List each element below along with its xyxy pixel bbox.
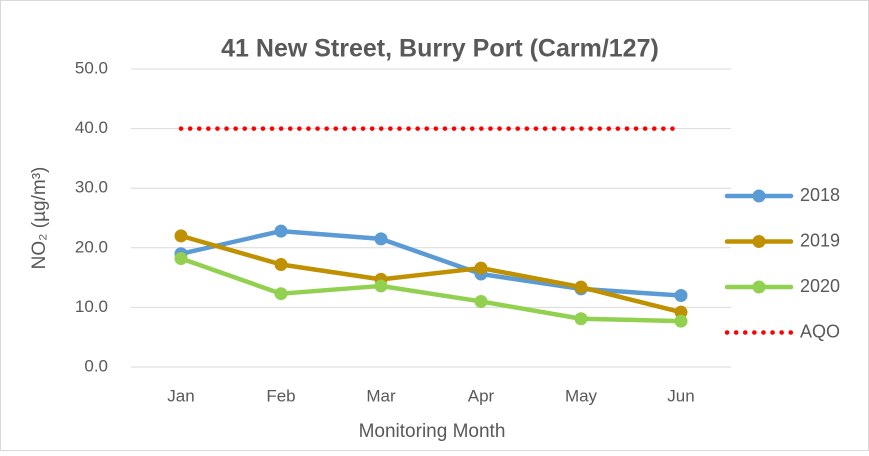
data-point xyxy=(474,261,488,275)
legend-label: 2018 xyxy=(800,185,840,205)
y-tick-label: 50.0 xyxy=(75,58,108,77)
data-point xyxy=(674,305,688,319)
y-tick-label: 0.0 xyxy=(84,356,108,375)
legend-marker xyxy=(752,235,766,248)
data-point xyxy=(174,252,188,266)
legend-marker xyxy=(752,280,766,294)
y-axis-label: NO₂ (µg/m³) xyxy=(29,167,50,270)
legend-label: 2020 xyxy=(800,276,840,296)
data-point xyxy=(374,279,388,293)
x-axis-label: Monitoring Month xyxy=(359,421,506,442)
series-line xyxy=(178,256,684,324)
x-tick-label: Mar xyxy=(366,386,396,405)
x-tick-label: Apr xyxy=(468,386,495,405)
data-point xyxy=(574,280,588,294)
data-point xyxy=(474,294,488,308)
series-line xyxy=(178,233,684,315)
y-tick-label: 30.0 xyxy=(75,178,108,197)
y-tick-label: 10.0 xyxy=(75,297,108,316)
chart-title: 41 New Street, Burry Port (Carm/127) xyxy=(221,35,659,63)
y-tick-label: 20.0 xyxy=(75,237,108,256)
data-point xyxy=(274,224,288,238)
x-tick-label: Feb xyxy=(266,386,295,405)
legend-marker xyxy=(752,189,766,203)
x-tick-label: Jan xyxy=(167,386,194,405)
data-point xyxy=(574,312,588,326)
data-point xyxy=(374,232,388,246)
x-tick-label: Jun xyxy=(667,386,694,405)
legend-label: 2019 xyxy=(800,230,840,250)
x-tick-label: May xyxy=(565,386,598,405)
data-point xyxy=(274,257,288,271)
data-point xyxy=(674,288,688,302)
y-tick-label: 40.0 xyxy=(75,118,108,137)
legend-label: AQO xyxy=(800,321,840,341)
data-point xyxy=(174,229,188,243)
data-point xyxy=(674,314,688,328)
data-point xyxy=(274,287,288,301)
